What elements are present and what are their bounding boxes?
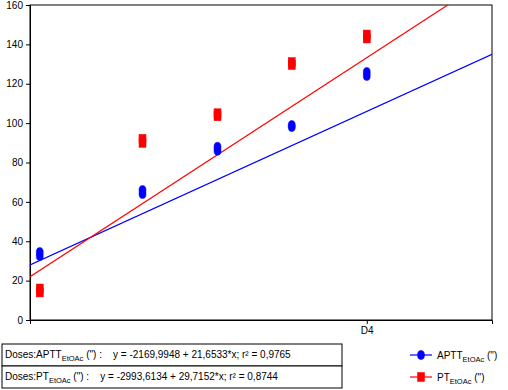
equation-cell <box>2 366 342 388</box>
y-tick-label: 40 <box>12 236 24 247</box>
x-axis-line <box>31 321 493 325</box>
x-axis: D4 <box>31 320 493 336</box>
y-tick-mark <box>26 163 30 164</box>
y-tick: 140 <box>6 39 30 50</box>
y-tick-mark <box>26 84 30 85</box>
legend-item: APTTEtOAc (") <box>410 350 497 364</box>
point <box>288 121 295 130</box>
point <box>139 134 146 143</box>
plot-frame <box>30 5 492 320</box>
x-tick-mark <box>367 320 368 324</box>
point <box>36 248 43 257</box>
y-tick-label: 140 <box>6 39 23 50</box>
x-tick: D4 <box>361 320 374 336</box>
y-tick-mark <box>26 5 30 6</box>
y-tick-mark <box>26 44 30 45</box>
y-tick: 60 <box>12 197 30 208</box>
y-tick: 120 <box>6 78 30 89</box>
y-tick-label: 160 <box>6 0 23 11</box>
y-tick: 80 <box>12 157 30 168</box>
legend-label: APTTEtOAc (") <box>437 350 497 364</box>
legend: APTTEtOAc (") PTEtOAc (") <box>410 350 497 386</box>
y-tick-label: 120 <box>6 78 23 89</box>
y-tick-mark <box>26 241 30 242</box>
point <box>36 284 43 293</box>
y-tick-label: 100 <box>6 118 23 129</box>
equation-text: Doses:APTTEtOAc (") : y = -2169,9948 + 2… <box>5 349 291 363</box>
x-tick-label: D4 <box>361 325 374 336</box>
y-tick-mark <box>26 281 30 282</box>
chart: 0 20 40 60 80 100 120 140 160 D4 APTTEtOAc (") PTEt… <box>0 0 508 390</box>
equation-text: Doses:PTEtOAc (") : y = -2993,6134 + 29,… <box>5 371 278 385</box>
y-tick: 20 <box>12 275 30 286</box>
legend-label: PTEtOAc (") <box>437 372 484 386</box>
y-tick: 160 <box>6 0 30 11</box>
y-tick-label: 60 <box>12 197 24 208</box>
point <box>214 109 221 118</box>
y-tick: 100 <box>6 118 30 129</box>
y-axis-line <box>26 6 31 321</box>
equation-cell <box>2 344 342 366</box>
plot-data <box>30 5 492 297</box>
y-tick-label: 80 <box>12 157 24 168</box>
equation-box: Doses:APTTEtOAc (") : y = -2169,9948 + 2… <box>2 344 342 388</box>
point <box>139 186 146 195</box>
legend-item: PTEtOAc (") <box>410 372 484 386</box>
y-tick: 40 <box>12 236 30 247</box>
fit-line <box>30 5 448 277</box>
y-tick-label: 0 <box>17 315 23 326</box>
point <box>363 30 370 39</box>
fit-line <box>30 54 492 265</box>
legend-marker <box>418 351 425 360</box>
legend-marker <box>418 373 425 382</box>
y-tick-label: 20 <box>12 275 24 286</box>
y-tick-mark <box>26 202 30 203</box>
point <box>214 142 221 151</box>
point <box>363 67 370 76</box>
y-axis: 0 20 40 60 80 100 120 140 160 <box>6 0 30 326</box>
y-tick-mark <box>26 123 30 124</box>
y-tick-mark <box>26 320 30 321</box>
point <box>288 58 295 67</box>
y-tick: 0 <box>17 315 30 326</box>
